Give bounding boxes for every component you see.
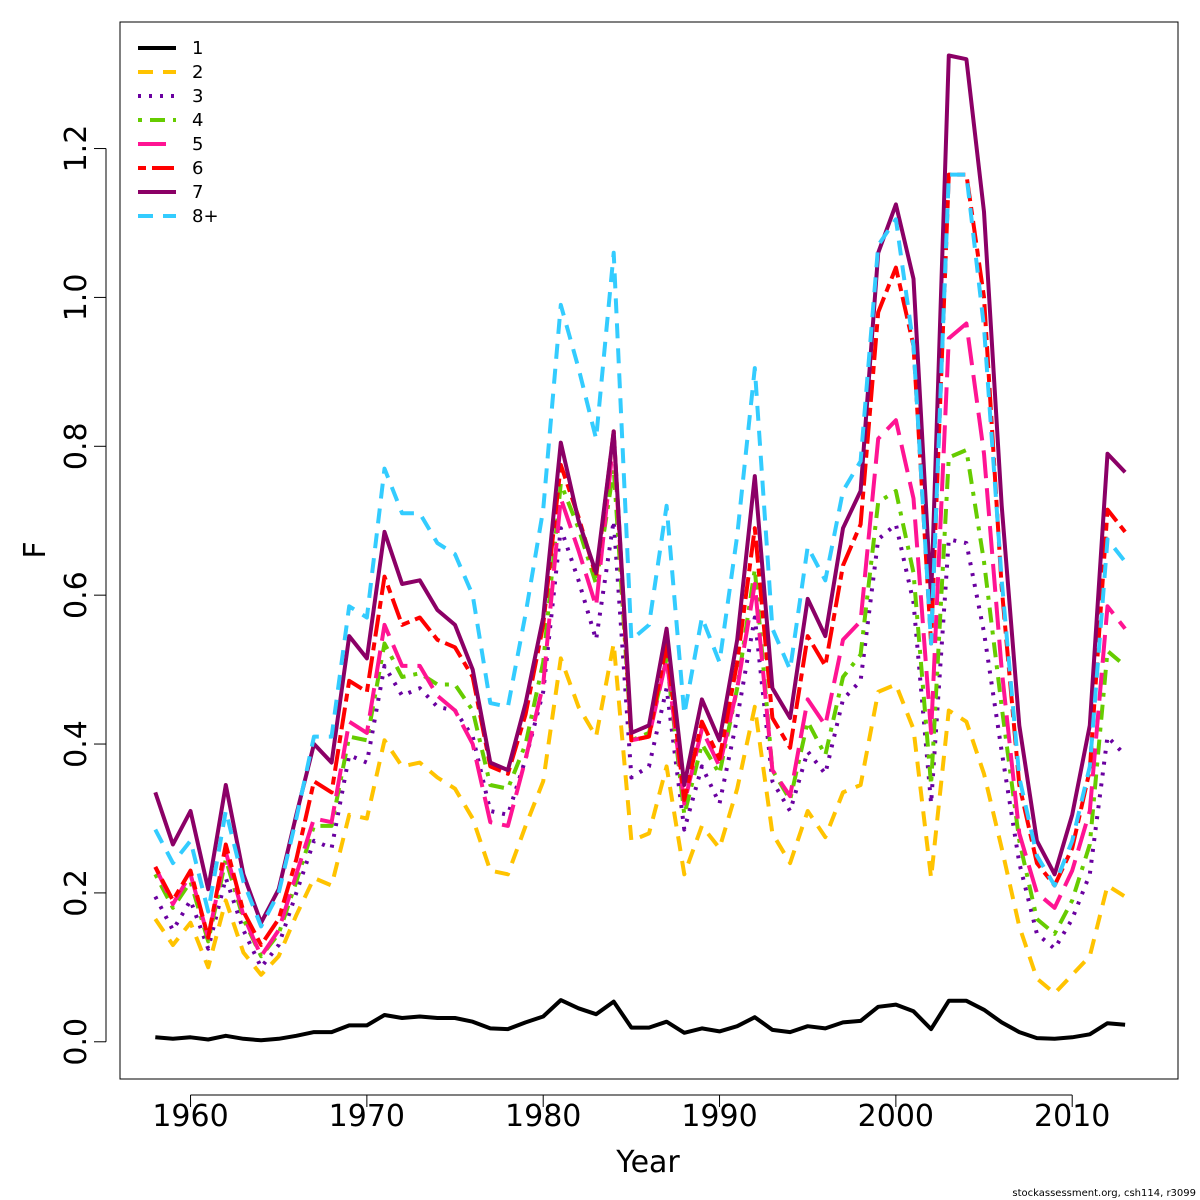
x-tick-label: 1960	[152, 1099, 228, 1134]
series-line-5	[153, 321, 1127, 959]
series-line-2	[153, 641, 1127, 996]
legend-label: 8+	[192, 206, 219, 227]
x-tick-label: 2000	[858, 1099, 934, 1134]
y-tick-label: 0.2	[59, 869, 94, 917]
legend-label: 2	[192, 62, 203, 83]
legend-label: 3	[192, 86, 203, 107]
footer-note: stockassessment.org, csh114, r3099	[1012, 1188, 1196, 1199]
legend: 1 2 3 4 5 6 7 8+	[138, 38, 219, 227]
y-tick-label: 1.0	[59, 274, 94, 322]
legend-label: 4	[192, 110, 203, 131]
legend-label: 6	[192, 158, 203, 179]
y-axis-title: F	[18, 541, 53, 558]
y-axis: 0.0 0.2 0.4 0.6 0.8 1.0 1.2	[59, 125, 107, 1066]
series-line-7	[153, 53, 1127, 925]
x-tick-label: 1990	[681, 1099, 757, 1134]
series-line-8	[153, 172, 1127, 929]
legend-label: 1	[192, 38, 203, 59]
x-axis: 1960 1970 1980 1990 2000 2010	[152, 1094, 1110, 1134]
legend-label: 7	[192, 182, 203, 203]
plot-frame	[119, 21, 1179, 1080]
x-tick-label: 1970	[329, 1099, 405, 1134]
series-layer	[153, 53, 1127, 1043]
series-line-3	[153, 518, 1127, 970]
legend-label: 5	[192, 134, 203, 155]
y-tick-label: 0.0	[59, 1018, 94, 1066]
y-tick-label: 0.6	[59, 571, 94, 619]
y-tick-label: 0.4	[59, 720, 94, 768]
x-tick-label: 1980	[505, 1099, 581, 1134]
y-tick-label: 0.8	[59, 422, 94, 470]
series-line-1	[155, 998, 1126, 1043]
x-tick-label: 2010	[1034, 1099, 1110, 1134]
y-tick-label: 1.2	[59, 125, 94, 173]
x-axis-title: Year	[615, 1145, 680, 1180]
series-line-4	[153, 448, 1127, 959]
